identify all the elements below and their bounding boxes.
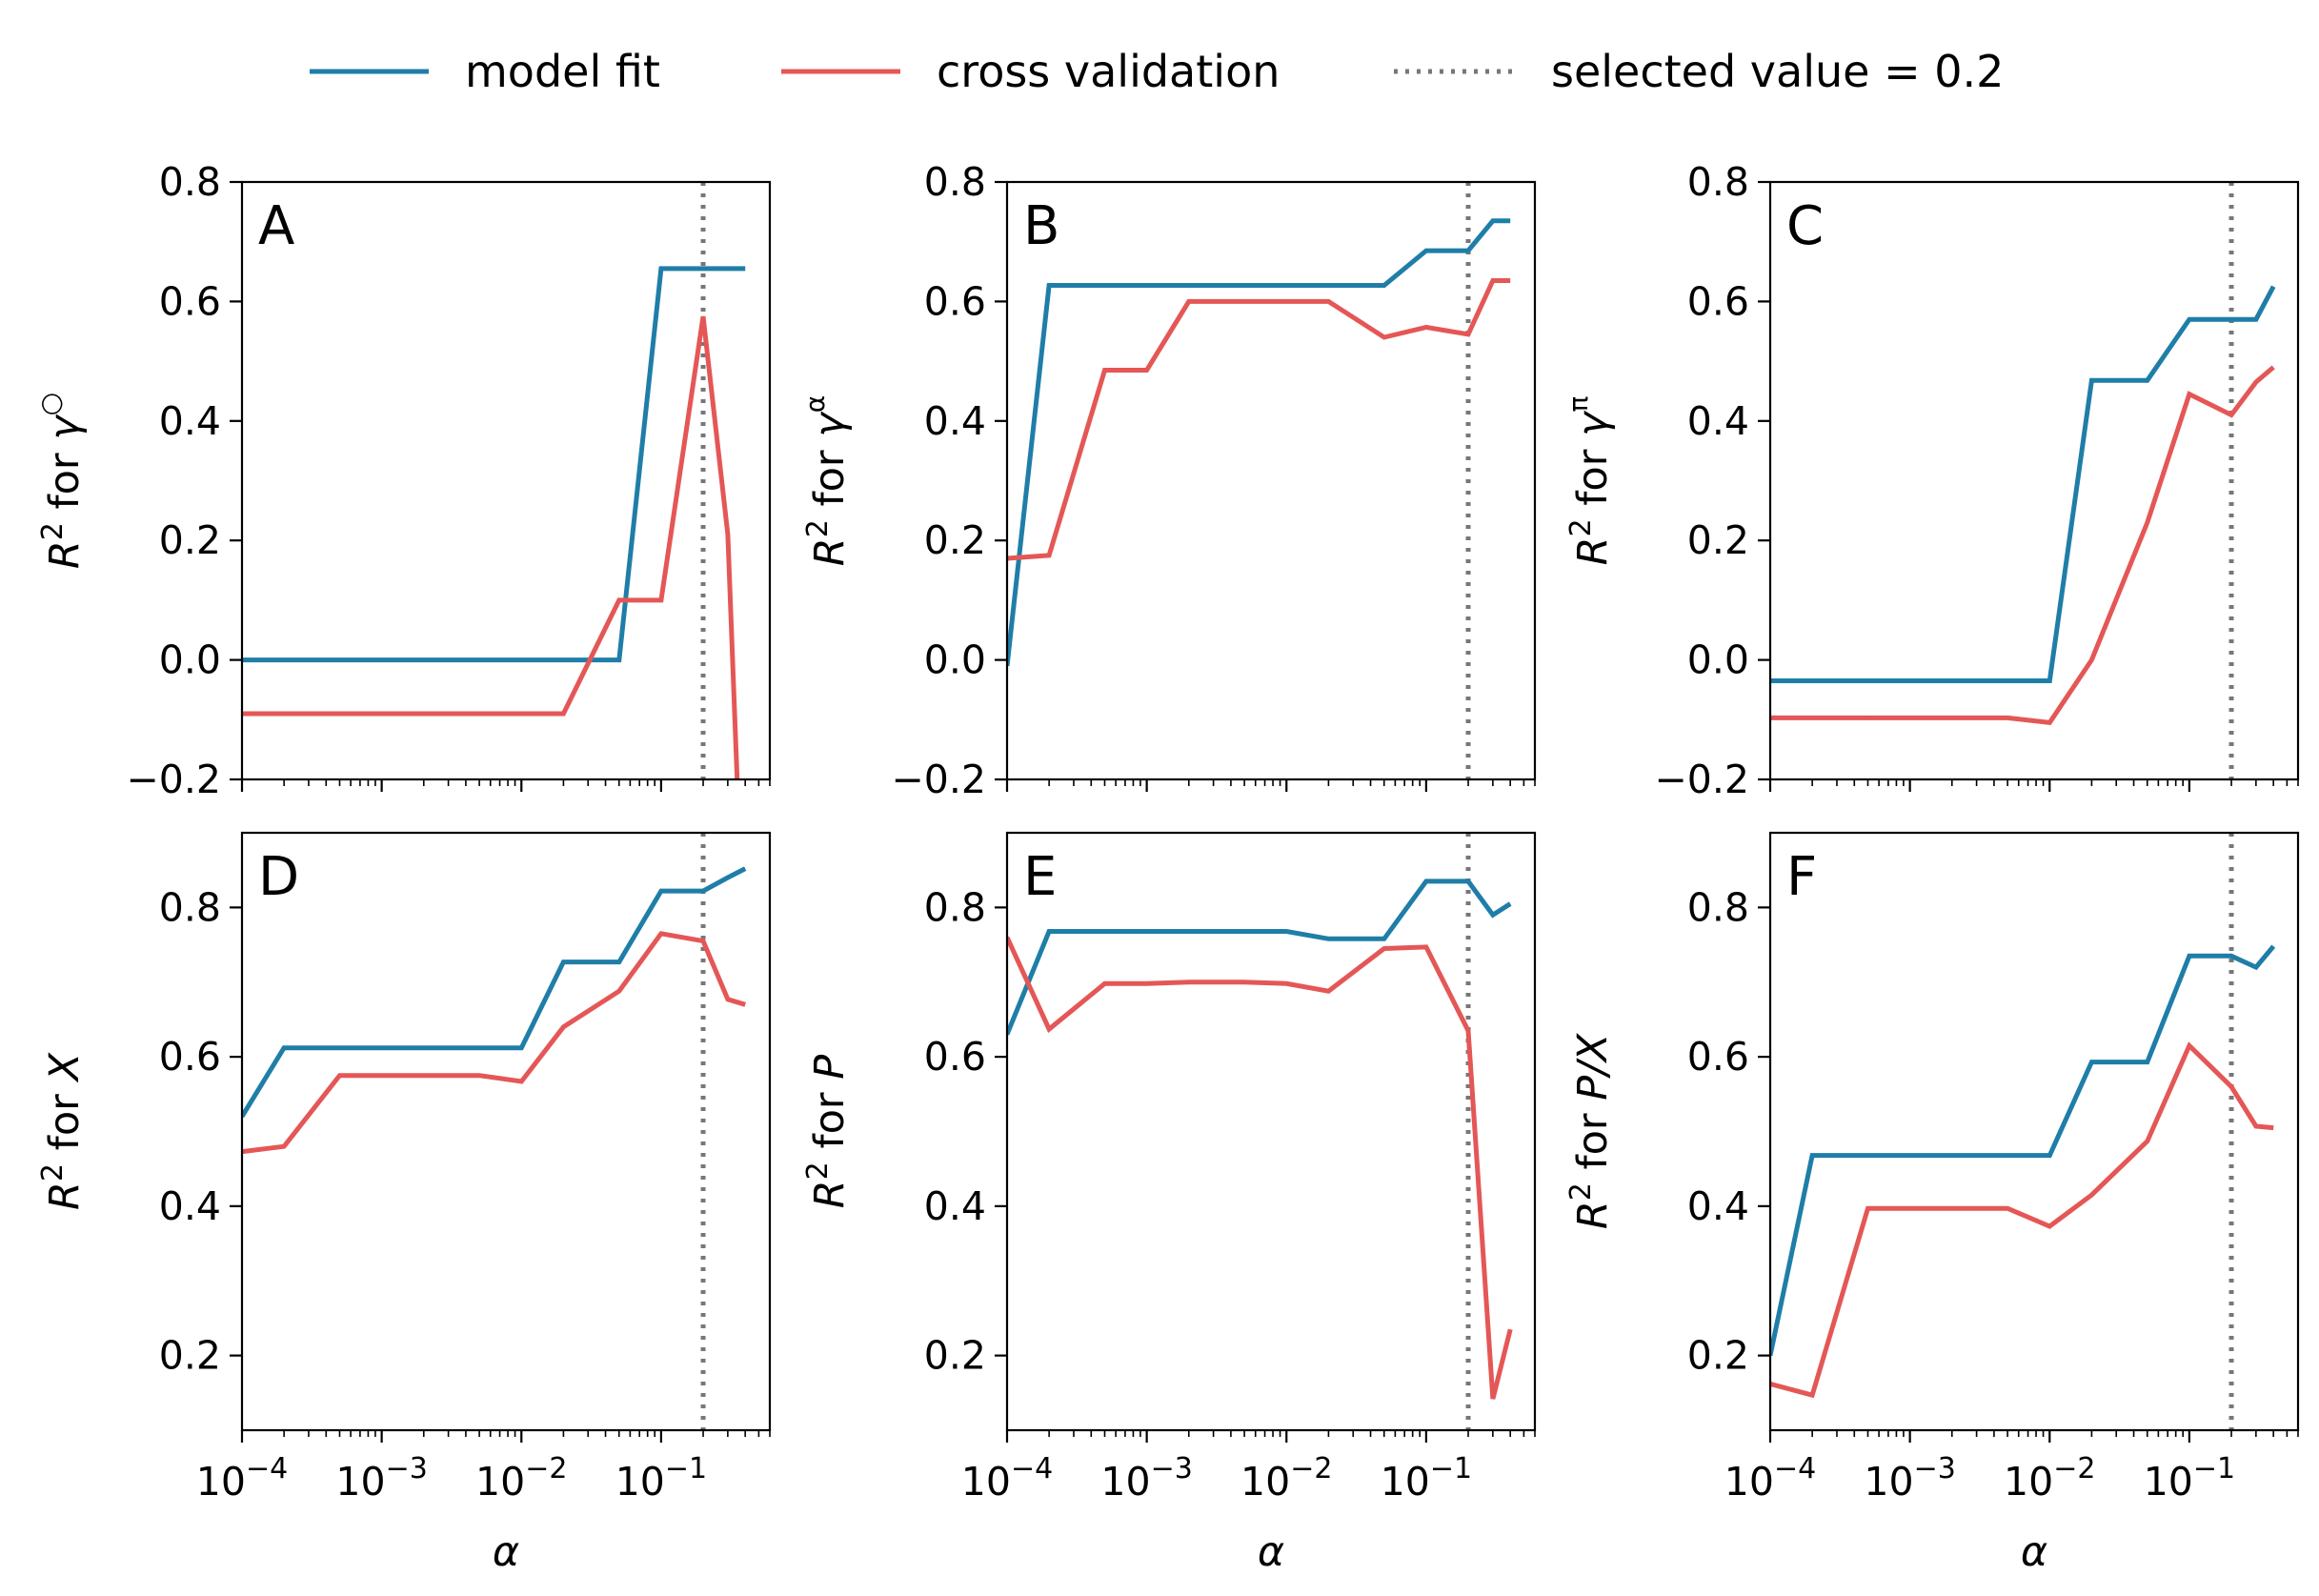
x-tick-label-d-2: 10−2 [475,1452,567,1505]
plot-frame-f [1768,831,2300,1432]
panel-e: 0.2 0.4 0.6 0.8 10−4 10−3 10−2 10−1 α R2 for P E [801,831,1537,1576]
plot-frame-e [1005,831,1537,1432]
plot-frame-a [240,180,772,781]
series-cross-validation-line-c [1770,365,2275,726]
x-tick-label-d-1: 10−3 [335,1452,427,1505]
panel-letter-e: E [1023,846,1057,908]
legend-cross-validation-label: cross validation [937,46,1280,97]
x-tick-label-f-0: 10−4 [1724,1452,1816,1505]
y-axis-label-f: R2 for P/X [1564,1032,1617,1229]
panel-f: 0.2 0.4 0.6 0.8 10−4 10−3 10−2 10−1 α R2 for P/X F [1564,831,2300,1576]
series-model-fit-line-c [1770,285,2276,683]
series-group-c [1770,285,2276,726]
series-model-fit-line-a [242,266,746,663]
series-model-fit-line-f [1770,944,2276,1357]
x-tick-label-f-1: 10−3 [1864,1452,1955,1505]
panel-a: −0.2 0.0 0.2 0.4 0.6 0.8 R2 for γ○ A [34,159,772,802]
panel-b: −0.2 0.0 0.2 0.4 0.6 0.8 R2 for γα B [799,159,1537,802]
y-tick-label-a-4: 0.6 [159,278,221,324]
y-axis-label-b: R2 for γα [799,395,854,566]
series-group-b [1007,218,1511,667]
series-cross-validation-line-f [1770,1041,2274,1399]
panel-d: 0.2 0.4 0.6 0.8 10−4 10−3 10−2 10−1 α R2 for X D [36,831,772,1576]
y-tick-label-d-1: 0.4 [159,1183,221,1229]
y-tick-label-b-1: 0.0 [924,637,986,683]
y-tick-label-f-3: 0.8 [1687,884,1749,930]
panel-letter-a: A [258,195,294,257]
series-cross-validation-line-a [242,315,740,779]
panel-c: −0.2 0.0 0.2 0.4 0.6 0.8 R2 for γπ C [1563,159,2300,802]
y-tick-label-f-1: 0.4 [1687,1183,1749,1229]
y-tick-label-f-2: 0.6 [1687,1034,1749,1080]
y-tick-label-a-2: 0.2 [159,517,221,563]
series-group-d [242,866,747,1155]
panel-letter-c: C [1786,195,1824,257]
y-axis-label-c: R2 for γπ [1563,395,1617,565]
x-tick-label-e-1: 10−3 [1100,1452,1192,1505]
x-tick-label-e-2: 10−2 [1240,1452,1332,1505]
y-axis-label-d: R2 for X [36,1052,89,1210]
x-axis-label-d: α [493,1528,519,1576]
x-tick-label-d-0: 10−4 [196,1452,288,1505]
y-tick-label-b-5: 0.8 [924,159,986,205]
panels: −0.20.00.20.40.60.8R2 for γ○A−0.20.00.20… [34,159,2300,1576]
y-tick-label-c-4: 0.6 [1687,278,1749,324]
x-tick-label-e-3: 10−1 [1381,1452,1472,1505]
series-cross-validation-line-b [1007,278,1511,561]
plot-frame-c [1768,180,2300,781]
y-tick-label-b-0: −0.2 [891,757,986,802]
y-tick-label-c-0: −0.2 [1654,757,1749,802]
y-axis-label-a: R2 for γ○ [34,393,89,569]
plot-frame-d [240,831,772,1432]
plot-frame-b [1005,180,1537,781]
y-tick-label-f-0: 0.2 [1687,1333,1749,1379]
x-tick-label-f-2: 10−2 [2004,1452,2095,1505]
series-group-f [1770,944,2276,1399]
y-tick-label-d-0: 0.2 [159,1333,221,1379]
x-axis-label-f: α [2021,1528,2047,1576]
y-tick-label-c-1: 0.0 [1687,637,1749,683]
y-tick-label-e-1: 0.4 [924,1183,986,1229]
y-tick-label-b-3: 0.4 [924,398,986,444]
y-tick-label-b-2: 0.2 [924,517,986,563]
y-tick-label-e-2: 0.6 [924,1034,986,1080]
series-cross-validation-line-d [242,931,746,1155]
y-tick-label-a-3: 0.4 [159,398,221,444]
series-group-a [242,266,746,779]
x-tick-label-e-0: 10−4 [961,1452,1053,1505]
series-cross-validation-line-e [1007,936,1513,1400]
legend-selected-value-label: selected value = 0.2 [1551,46,2004,97]
y-tick-label-c-3: 0.4 [1687,398,1749,444]
y-tick-label-c-2: 0.2 [1687,517,1749,563]
y-tick-label-d-3: 0.8 [159,884,221,930]
x-tick-label-d-3: 10−1 [615,1452,707,1505]
legend: model fit cross validation selected valu… [310,46,2004,97]
x-axis-label-e: α [1258,1528,1284,1576]
panel-letter-f: F [1786,846,1817,908]
legend-model-fit-label: model fit [465,46,660,97]
y-tick-label-c-5: 0.8 [1687,159,1749,205]
panel-letter-b: B [1023,195,1059,257]
panel-letter-d: D [258,846,299,908]
y-tick-label-b-4: 0.6 [924,278,986,324]
y-tick-label-a-5: 0.8 [159,159,221,205]
y-axis-label-e: R2 for P [801,1055,854,1208]
y-tick-label-e-3: 0.8 [924,884,986,930]
y-tick-label-a-1: 0.0 [159,637,221,683]
y-tick-label-a-0: −0.2 [126,757,221,802]
y-tick-label-d-2: 0.6 [159,1034,221,1080]
series-group-e [1007,879,1513,1400]
series-model-fit-line-e [1007,879,1512,1036]
x-tick-label-f-3: 10−1 [2144,1452,2235,1505]
y-tick-label-e-0: 0.2 [924,1333,986,1379]
